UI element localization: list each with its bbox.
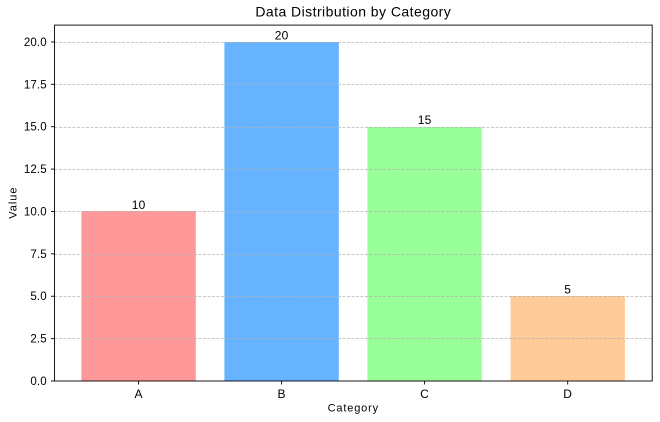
svg-text:7.5: 7.5 [30,249,46,261]
svg-text:0.0: 0.0 [30,376,46,388]
svg-text:12.5: 12.5 [24,164,47,176]
svg-text:D: D [563,387,572,401]
svg-text:5.0: 5.0 [30,291,46,303]
svg-text:10: 10 [132,198,146,212]
svg-text:B: B [277,387,285,401]
svg-text:A: A [134,387,142,401]
svg-text:15: 15 [418,113,432,127]
svg-text:Data Distribution by Category: Data Distribution by Category [255,4,451,20]
svg-text:Value: Value [7,186,19,218]
svg-text:C: C [420,387,429,401]
svg-text:2.5: 2.5 [30,334,46,346]
svg-text:20.0: 20.0 [24,37,47,49]
svg-text:10.0: 10.0 [24,207,47,219]
svg-text:17.5: 17.5 [24,79,47,91]
svg-text:15.0: 15.0 [24,122,47,134]
svg-text:5: 5 [564,283,571,297]
svg-text:20: 20 [275,28,289,42]
svg-text:Category: Category [328,402,379,414]
